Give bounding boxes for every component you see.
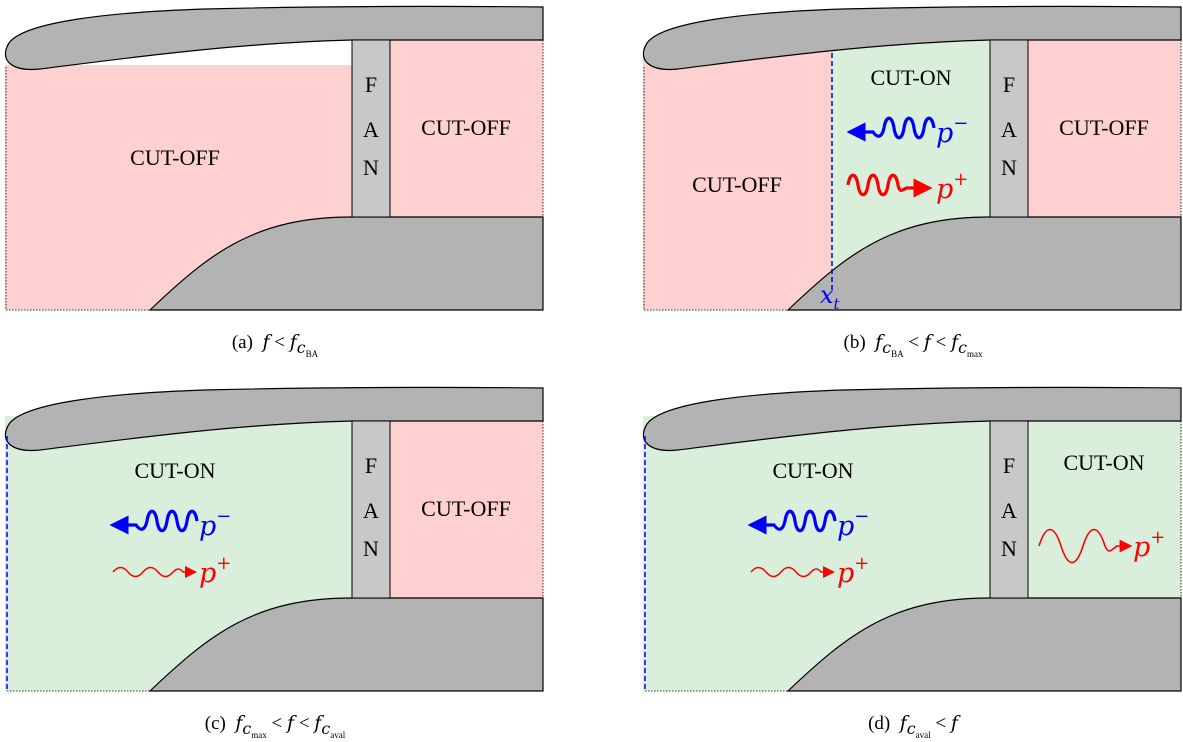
exhaust-forward-wave-arrow [1038,528,1133,564]
upstream-state-label: CUT-OFF [692,172,782,197]
exhaust-cut-off-region [390,421,543,598]
panel-c-diagram: CUT-ON CUT-OFF F A N p− p+ [4,386,544,692]
panel-d: CUT-ON CUT-ON F A N p− p+ p+ [642,386,1183,696]
caption-c: (c) fcmax < f < fcaval [204,712,346,740]
backward-wave-arrow [747,509,837,535]
caption-c-prefix: (c) [204,713,226,734]
forward-wave-arrow [112,566,197,578]
exhaust-state-label: CUT-OFF [421,496,511,521]
fan-letter-n: N [363,536,379,561]
caption-b-sub-1: BA [891,348,904,359]
backward-wave-label: p− [936,113,968,149]
caption-a-f: f [262,331,270,353]
fan-letter-a: A [363,498,379,523]
panel-d-diagram: CUT-ON CUT-ON F A N p− p+ p+ [642,386,1182,692]
fan-block [351,420,391,599]
near-fan-state-label: CUT-ON [870,65,951,90]
panel-c: CUT-ON CUT-OFF F A N p− p+ [4,386,545,696]
nacelle-upper [642,386,1182,452]
forward-wave-arrow [846,173,933,198]
panel-a: CUT-OFF CUT-OFF F A N [4,5,545,315]
panel-b-diagram: CUT-OFF CUT-ON CUT-OFF F A N p− p+ xt [642,5,1182,313]
fan-block [351,39,391,218]
caption-a-prefix: (a) [231,332,253,353]
upstream-cut-off-region [643,50,832,310]
exhaust-state-label: CUT-ON [1063,450,1144,475]
fan-letter-n: N [363,155,379,180]
fan-letter-a: A [363,117,379,142]
fan-letter-a: A [1001,117,1017,142]
fan-block [989,420,1029,599]
exhaust-cut-off-region [1028,40,1181,217]
fan-letter-a: A [1001,498,1017,523]
caption-d-sub: aval [915,729,931,740]
fan-letter-f: F [1003,72,1015,97]
nacelle-upper [642,5,1182,71]
caption-c-sub-1: max [251,729,267,740]
caption-b: (b) fcBA < f < fcmax [843,331,983,359]
fan-letter-f: F [365,453,377,478]
caption-c-sub-2: aval [330,729,346,740]
caption-a: (a) f < fcBA [231,331,319,359]
forward-wave-arrow [750,566,835,578]
panel-a-diagram: CUT-OFF CUT-OFF F A N [4,5,544,311]
inlet-state-label: CUT-ON [772,458,853,483]
fan-block [989,39,1029,218]
exhaust-cut-on-region [1028,421,1181,598]
exhaust-state-label: CUT-OFF [1059,115,1149,140]
backward-wave-label: p− [199,506,231,542]
caption-b-sub-2: max [967,348,983,359]
transition-point-label: xt [820,281,841,313]
exhaust-forward-wave-label: p+ [1133,527,1165,563]
exhaust-state-label: CUT-OFF [421,115,511,140]
forward-wave-label: p+ [936,169,968,205]
nacelle-upper [4,386,544,452]
exhaust-cut-off-region [390,40,543,217]
inlet-state-label: CUT-OFF [130,145,220,170]
backward-wave-arrow [846,116,936,142]
fan-letter-f: F [365,72,377,97]
nacelle-upper [4,5,544,71]
fan-letter-f: F [1003,453,1015,478]
caption-b-prefix: (b) [843,332,866,353]
caption-d-prefix: (d) [868,713,891,734]
backward-wave-arrow [109,509,199,535]
backward-wave-label: p− [837,506,869,542]
caption-a-sub: BA [305,348,319,359]
caption-a-fc: f [289,331,297,353]
caption-d: (d) fcaval < f [868,712,958,740]
inlet-state-label: CUT-ON [134,458,215,483]
fan-letter-n: N [1001,536,1017,561]
fan-letter-n: N [1001,155,1017,180]
forward-wave-label: p+ [837,553,869,589]
panel-b: CUT-OFF CUT-ON CUT-OFF F A N p− p+ xt [642,5,1183,315]
forward-wave-label: p+ [199,553,231,589]
